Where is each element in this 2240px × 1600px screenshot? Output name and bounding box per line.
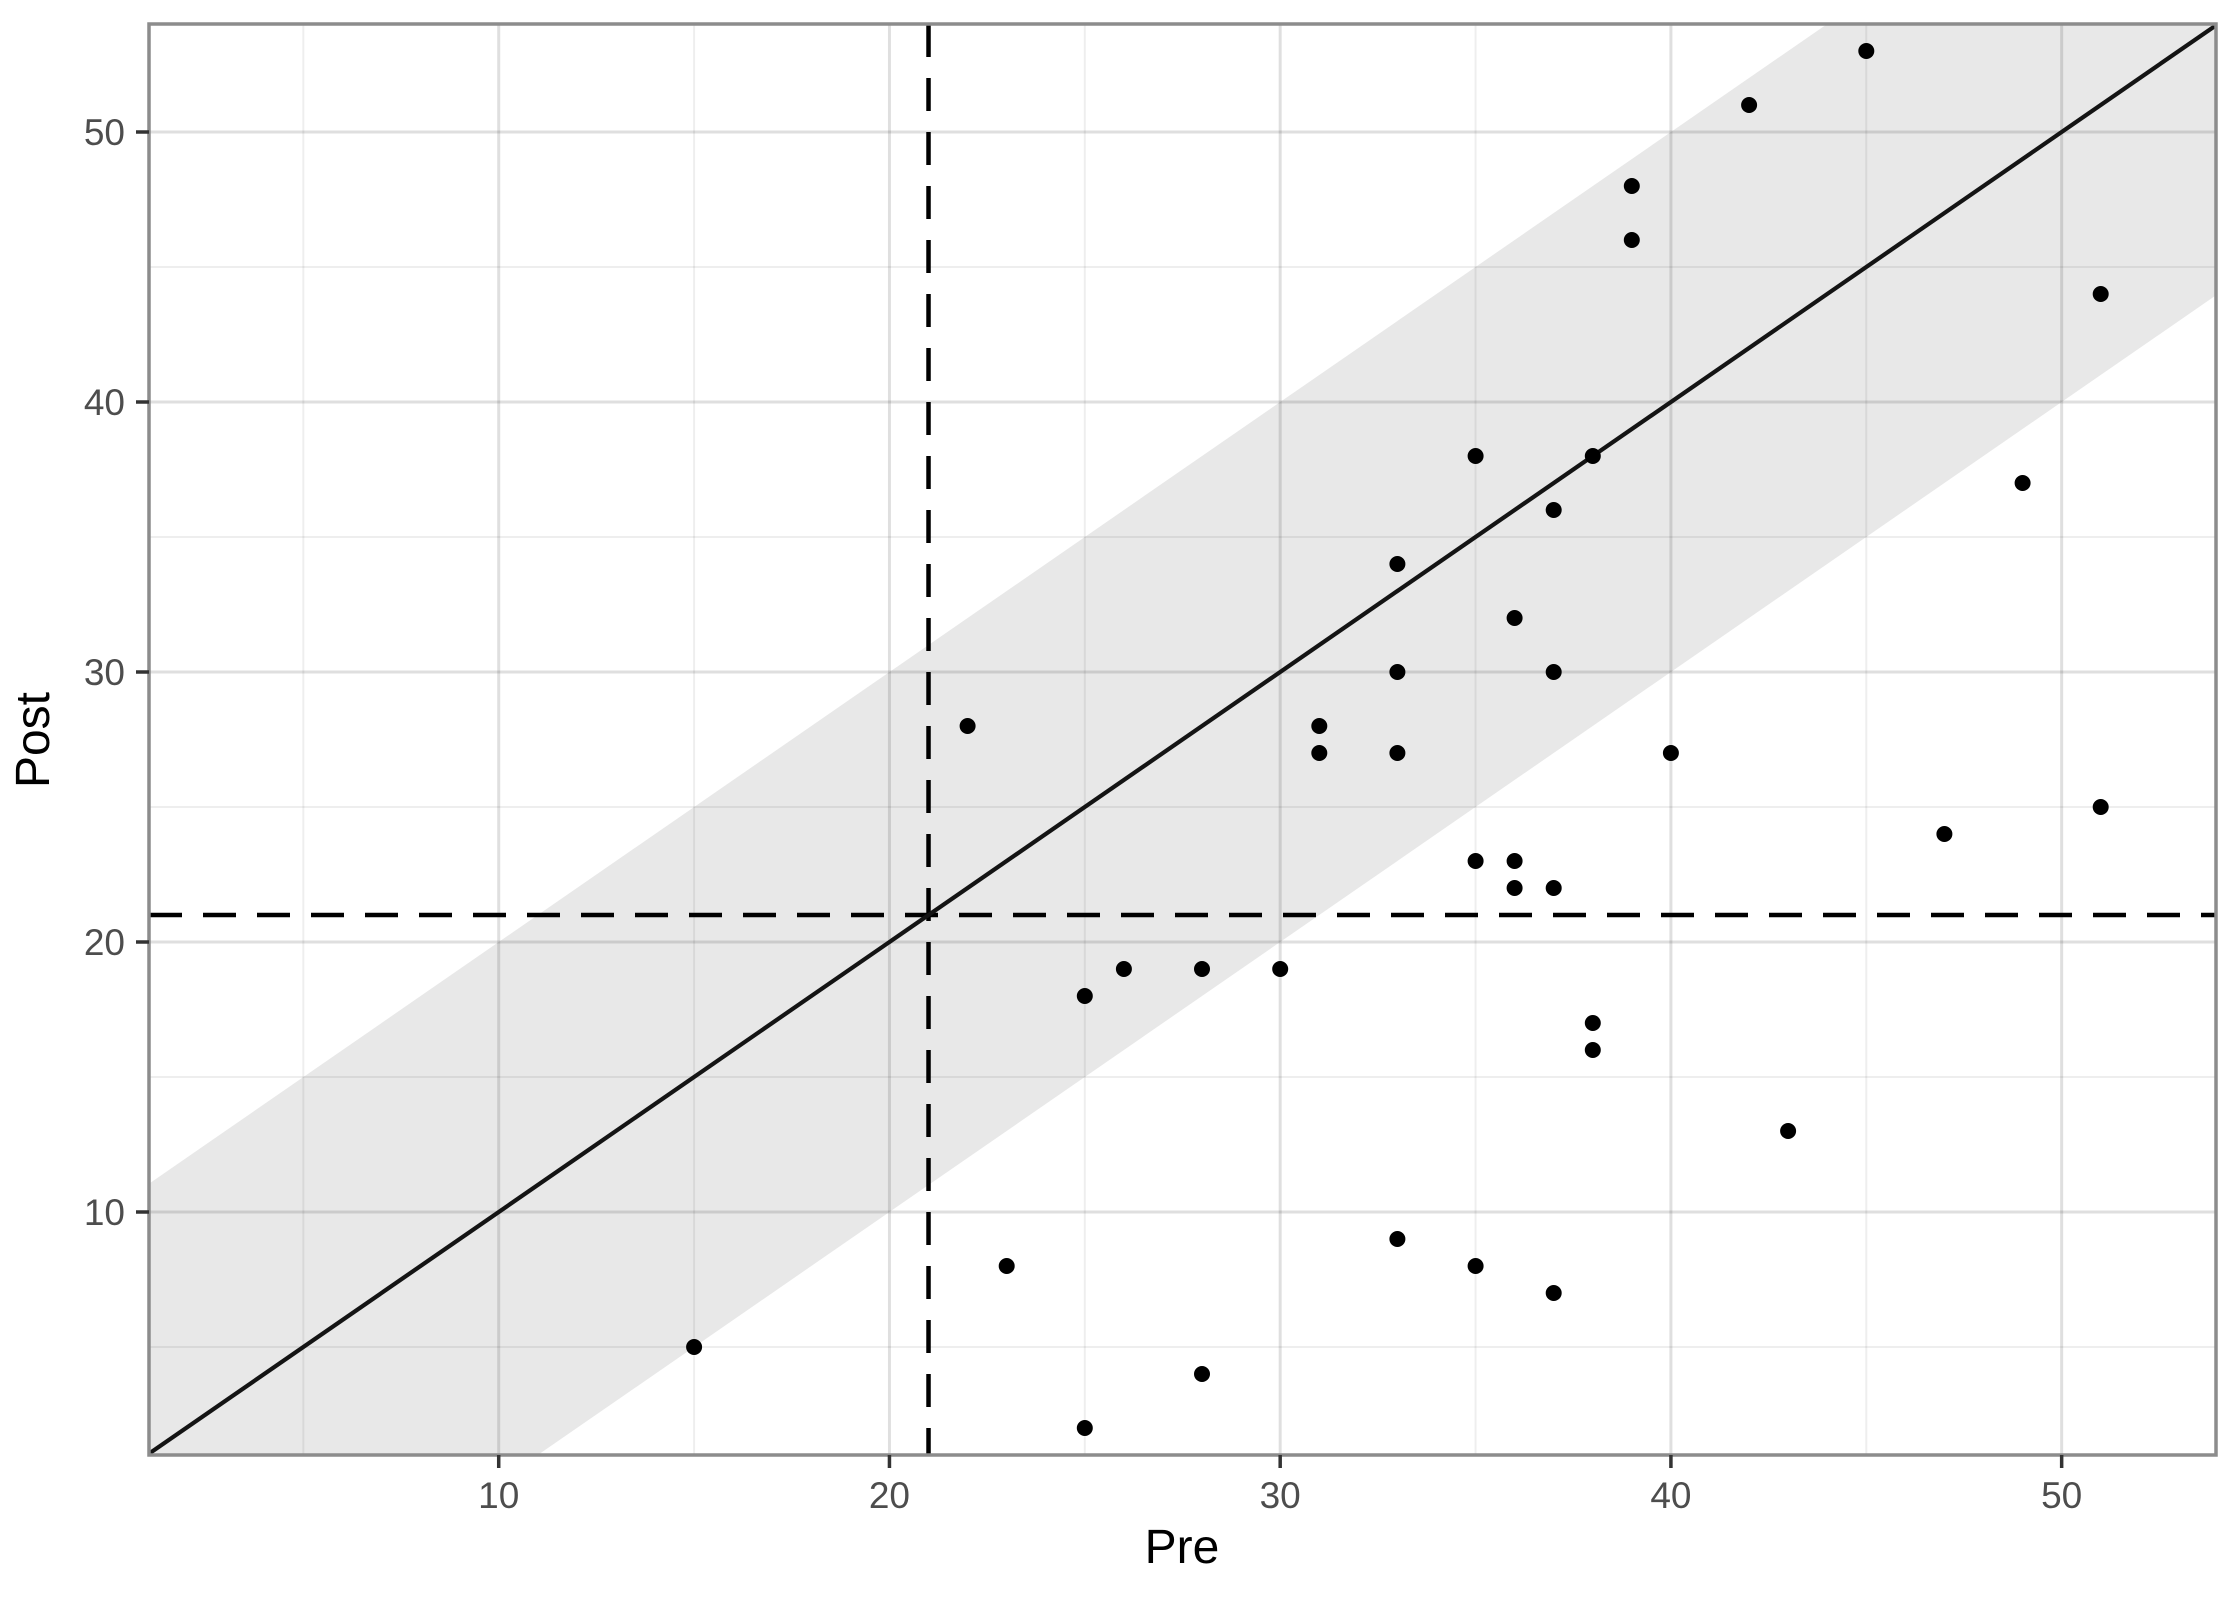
data-point xyxy=(1623,178,1640,194)
data-point xyxy=(1311,745,1328,761)
x-axis-tick-label: 10 xyxy=(478,1475,519,1516)
x-axis-tick-label: 20 xyxy=(869,1475,910,1516)
y-axis-tick-label: 40 xyxy=(84,382,125,423)
y-axis-title: Post xyxy=(7,692,60,788)
data-point xyxy=(1858,43,1875,59)
y-axis-tick-label: 30 xyxy=(84,652,125,693)
data-point xyxy=(686,1339,703,1355)
data-point xyxy=(1545,1285,1562,1301)
x-axis-tick-label: 30 xyxy=(1260,1475,1301,1516)
data-point xyxy=(2092,799,2109,815)
panel-border xyxy=(147,22,2218,1457)
axis-layer: 10 20 30 40 50 10 20 30 40 50 xyxy=(84,22,2218,1516)
y-axis-tick-label: 50 xyxy=(84,112,125,153)
data-point xyxy=(1506,880,1523,896)
data-point xyxy=(1389,556,1406,572)
data-point xyxy=(1389,745,1406,761)
y-axis-tick-label: 20 xyxy=(84,922,125,963)
data-point xyxy=(1506,853,1523,869)
data-point xyxy=(1741,97,1758,113)
data-point xyxy=(998,1258,1015,1274)
data-point xyxy=(1545,664,1562,680)
x-axis-tick-label: 50 xyxy=(2041,1475,2082,1516)
data-point xyxy=(1076,1420,1093,1436)
x-axis-tick-label: 40 xyxy=(1650,1475,1691,1516)
data-point xyxy=(1076,988,1093,1004)
data-point xyxy=(1545,880,1562,896)
y-axis-tick-label: 10 xyxy=(84,1192,125,1233)
data-point xyxy=(1584,448,1601,464)
data-point xyxy=(2092,286,2109,302)
data-point xyxy=(959,718,976,734)
data-point xyxy=(1584,1015,1601,1031)
data-point xyxy=(1389,1231,1406,1247)
data-point xyxy=(1467,448,1484,464)
data-point-layer xyxy=(686,43,2109,1436)
data-point xyxy=(1545,502,1562,518)
data-point xyxy=(1272,961,1289,977)
data-point xyxy=(2014,475,2031,491)
data-point xyxy=(1115,961,1132,977)
data-point xyxy=(1936,826,1953,842)
x-axis-title: Pre xyxy=(1145,1521,1220,1574)
identity-line xyxy=(149,24,2216,1455)
data-point xyxy=(1662,745,1679,761)
gridline-layer xyxy=(149,24,2216,1455)
data-point xyxy=(1623,232,1640,248)
data-point xyxy=(1194,961,1210,977)
data-point xyxy=(1584,1042,1601,1058)
data-point xyxy=(1311,718,1328,734)
data-point xyxy=(1506,610,1523,626)
reference-line-layer xyxy=(149,24,2216,1455)
data-point xyxy=(1389,664,1406,680)
data-point xyxy=(1467,853,1484,869)
data-point xyxy=(1194,1366,1210,1382)
data-point xyxy=(1780,1123,1797,1139)
data-point xyxy=(1467,1258,1484,1274)
